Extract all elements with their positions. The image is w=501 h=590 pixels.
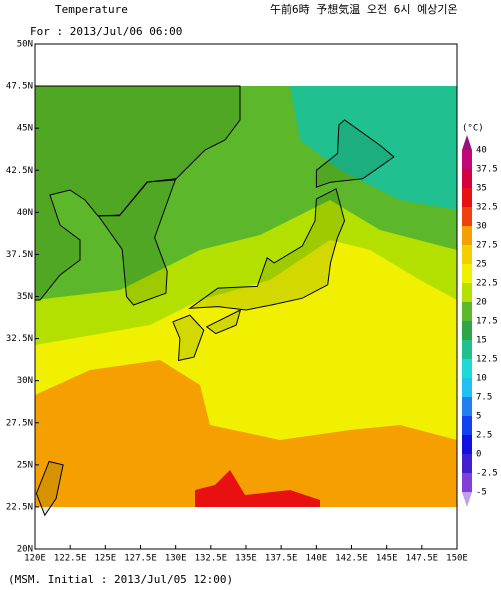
y-tick-label: 22.5N [6,502,33,512]
x-tick-label: 135E [235,554,257,564]
colorbar-label: 5 [476,412,481,422]
field-band [195,470,320,507]
taiwan [35,460,64,517]
y-tick-label: 47.5N [6,82,33,92]
y-tick-label: 42.5N [6,166,33,176]
korea [97,178,177,306]
colorbar-triangle [462,135,472,150]
colorbar: 40 37.5 35 32.5 30 27.5 25 22.5 20 17.5 15 12.5 10 7.… [462,135,498,507]
colorbar-cell [462,264,472,283]
temperature-field [35,86,457,507]
colorbar-label: 2.5 [476,431,492,441]
kyushu [172,314,205,362]
x-tick-label: 147.5E [406,554,439,564]
colorbar-cell [462,435,472,454]
y-tick-label: 37.5N [6,250,33,260]
valid-time: For : 2013/Jul/06 06:00 [30,25,182,38]
y-tick-label: 32.5N [6,334,33,344]
colorbar-label: 7.5 [476,393,492,403]
x-tick-label: 132.5E [195,554,228,564]
colorbar-label: 35 [476,184,487,194]
colorbar-cell [462,283,472,302]
field-band [290,86,457,210]
x-tick-label: 120E [24,554,46,564]
field-band [35,360,457,507]
colorbar-label: 20 [476,298,487,308]
colorbar-cell [462,416,472,435]
subtitle: 午前6時 予想気温 오전 6시 예상기온 [270,2,458,16]
x-tick-label: 142.5E [335,554,368,564]
y-tick-label: 27.5N [6,418,33,428]
colorbar-label: 0 [476,450,481,460]
shikoku [205,309,242,335]
colorbar-label: -2.5 [476,469,498,479]
y-tick-label: 30N [17,376,33,386]
y-tick-label: 20N [17,545,33,555]
y-tick-label: 50N [17,40,33,50]
colorbar-cell [462,397,472,416]
x-tick-label: 137.5E [265,554,298,564]
colorbar-label: 27.5 [476,241,498,251]
y-tick-label: 35N [17,292,33,302]
colorbar-cell [462,378,472,397]
x-tick-label: 140E [305,554,327,564]
colorbar-cell [462,188,472,207]
x-tick-label: 125E [94,554,116,564]
colorbar-cell [462,302,472,321]
colorbar-label: 37.5 [476,165,498,175]
colorbar-label: 12.5 [476,355,498,365]
colorbar-cell [462,454,472,473]
x-tick-label: 145E [376,554,398,564]
colorbar-label: 17.5 [476,317,498,327]
x-tick-label: 127.5E [124,554,157,564]
colorbar-cell [462,150,472,169]
axes: 120E 122.5E 125E 127.5E 130E 132.5E 135E 137.5E… [6,40,468,564]
colorbar-cell [462,245,472,264]
colorbar-label: 15 [476,336,487,346]
colorbar-cell [462,340,472,359]
mainland [34,85,241,301]
x-tick-label: 122.5E [54,554,87,564]
colorbar-label: 10 [476,374,487,384]
y-tick-label: 45N [17,124,33,134]
title: Temperature [55,3,128,16]
y-tick-label: 25N [17,460,33,470]
x-tick-label: 130E [165,554,187,564]
colorbar-cell [462,207,472,226]
colorbar-label: 30 [476,222,487,232]
footer: (MSM. Initial : 2013/Jul/05 12:00) [8,573,233,586]
colorbar-label: -5 [476,488,487,498]
colorbar-label: 22.5 [476,279,498,289]
hokkaido [315,119,395,188]
colorbar-label: 32.5 [476,203,498,213]
x-tick-label: 150E [446,554,468,564]
coastlines [34,85,395,517]
colorbar-cell [462,359,472,378]
colorbar-label: 40 [476,146,487,156]
y-tick-label: 40N [17,208,33,218]
colorbar-unit: (°C) [462,124,484,134]
colorbar-cell [462,169,472,188]
colorbar-cell [462,473,472,492]
honshu [188,188,346,311]
colorbar-triangle [462,492,472,507]
colorbar-label: 25 [476,260,487,270]
colorbar-cell [462,226,472,245]
colorbar-cell [462,321,472,340]
